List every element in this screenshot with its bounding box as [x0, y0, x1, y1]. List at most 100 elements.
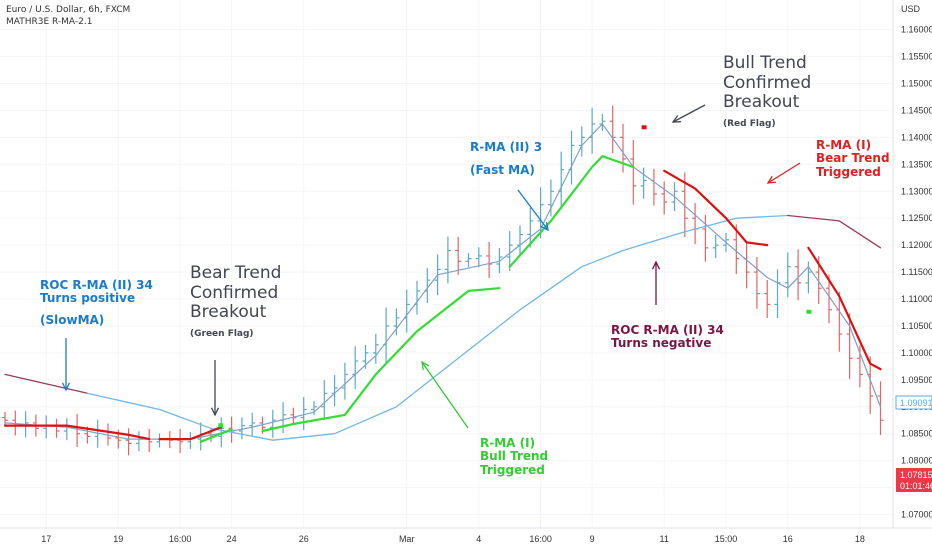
y-tick-label: 1.11500 [901, 267, 932, 277]
fast-ma-arrow-head [540, 222, 549, 232]
bear-trend-segment [663, 169, 769, 247]
bull-triggered-arrow [421, 360, 469, 429]
x-tick-label: 4 [476, 534, 481, 544]
x-tick-label: 18 [855, 534, 865, 544]
ohlc-bar [177, 428, 184, 454]
bull-breakout-annotation: Bull Trend Confirmed Breakout (Red Flag) [723, 53, 812, 129]
bear-triggered-line1: R-MA (I) [816, 138, 872, 152]
ohlc-bar [826, 274, 832, 324]
x-tick-label: 16:00 [169, 534, 192, 544]
bear-triggered-annotation: R-MA (I) Bear Trend Triggered [816, 138, 890, 179]
roc-positive-sub: (SlowMA) [40, 312, 105, 327]
x-tick-label: 16:00 [529, 534, 552, 544]
annotation-arrows [61, 104, 801, 429]
ohlc-bar [589, 107, 596, 154]
y-tick-label: 1.16000 [901, 25, 932, 35]
ohlc-bar [547, 179, 554, 217]
ohlc-bar [475, 247, 482, 268]
x-tick-label: Mar [399, 534, 415, 544]
ohlc-bar [784, 252, 791, 298]
ohlc-bar [774, 269, 781, 318]
fast-ma-line1: R-MA (II) 3 [470, 140, 543, 154]
ohlc-bar [269, 409, 276, 438]
ohlc-bar [692, 203, 699, 245]
bear-triggered-arrow [766, 162, 801, 184]
slow-ma-line-bear-start [4, 373, 89, 394]
ohlc-bar [455, 236, 462, 275]
ohlc-bar [733, 224, 740, 275]
ohlc-bar [372, 333, 379, 364]
bull-breakout-line2: Confirmed [723, 72, 812, 93]
ohlc-bar [661, 181, 668, 215]
ohlc-bar [146, 428, 153, 452]
y-tick-label: 1.10000 [901, 348, 932, 358]
bear-trend-segment [158, 426, 223, 441]
ohlc-bar [496, 248, 503, 273]
roc-positive-arrow-head [61, 382, 71, 392]
ohlc-bar [764, 280, 771, 318]
bear-breakout-line3: Breakout [190, 302, 267, 323]
x-tick-label: 26 [299, 534, 309, 544]
indicator-title: MATHR3E R-MA-2.1 [6, 17, 93, 27]
roc-negative-line1: ROC R-MA (II) 34 [611, 323, 724, 337]
y-tick-label: 1.12500 [901, 213, 932, 223]
bull-trend-segment [199, 428, 233, 443]
green-flag-marker-2 [806, 309, 812, 314]
x-tick-label: 9 [590, 534, 595, 544]
y-tick-label: 1.10500 [901, 321, 932, 331]
ohlc-bar [599, 114, 606, 132]
ohlc-bar [414, 280, 420, 315]
roc-negative-arrow [651, 260, 661, 305]
y-tick-label: 1.13000 [901, 186, 932, 196]
slow-ma-badge-box [895, 395, 932, 410]
bull-triggered-line2: Bull Trend [480, 449, 549, 464]
x-tick-label: 17 [41, 534, 51, 544]
y-tick-label: 1.15000 [901, 79, 932, 89]
roc-positive-arrow [61, 338, 71, 392]
slow-ma-badge-value: 1.09091 [900, 398, 932, 408]
ohlc-bar [630, 140, 637, 205]
ohlc-bar [341, 362, 348, 400]
ohlc-bar [125, 428, 132, 456]
bear-breakout-line1: Bear Trend [190, 263, 282, 283]
bear-triggered-line3: Triggered [816, 164, 881, 179]
ohlc-bar [558, 151, 565, 210]
indicator-lines [3, 123, 882, 443]
ohlc-bar [743, 242, 750, 289]
ohlc-bar [877, 381, 884, 435]
bull-breakout-arrow-head [671, 115, 682, 123]
fast-ma-arrow [517, 189, 549, 232]
red-flag-marker [641, 125, 647, 130]
ohlc-bar [187, 431, 194, 449]
fast-ma-sub: (Fast MA) [470, 163, 535, 178]
bull-triggered-arrow-head [421, 360, 430, 371]
y-tick-label: 1.12000 [901, 240, 932, 250]
y-tick-label: 1.08500 [901, 429, 932, 439]
bull-triggered-line3: Triggered [480, 462, 545, 477]
axis-badges: 1.09091 1.07815 01:01:46 [895, 395, 932, 492]
y-tick-label: 1.11000 [901, 294, 932, 304]
ohlc-bar [527, 207, 534, 248]
ohlc-bar [321, 380, 328, 420]
ohlc-bar [465, 252, 472, 267]
ohlc-bar [135, 431, 142, 452]
ohlc-bar [846, 313, 853, 380]
roc-positive-line1: ROC R-MA (II) 34 [40, 278, 153, 292]
bull-breakout-arrow [671, 104, 706, 123]
ohlc-bar [156, 433, 163, 448]
roc-positive-annotation: ROC R-MA (II) 34 Turns positive (SlowMA) [40, 278, 153, 327]
ohlc-bar [753, 256, 760, 309]
roc-negative-arrow-head [651, 260, 661, 270]
time-axis[interactable]: 17 19 16:00 24 26 Mar 4 16:00 9 11 15:00 16 18 [0, 527, 932, 544]
bear-triggered-arrow-head [766, 175, 777, 184]
price-axis[interactable]: USD 1.16000 1.15500 1.15000 1.14500 1.14000 1… [892, 0, 932, 528]
ohlc-bar [537, 187, 544, 239]
bear-triggered-line2: Bear Trend [816, 151, 890, 166]
ohlc-bar [249, 412, 256, 436]
bull-triggered-arrow-shaft [421, 361, 469, 429]
ohlc-bar [53, 418, 60, 438]
x-tick-label: 16 [783, 534, 793, 544]
ohlc-bar [517, 225, 523, 255]
slow-ma-line-bear [787, 214, 882, 249]
